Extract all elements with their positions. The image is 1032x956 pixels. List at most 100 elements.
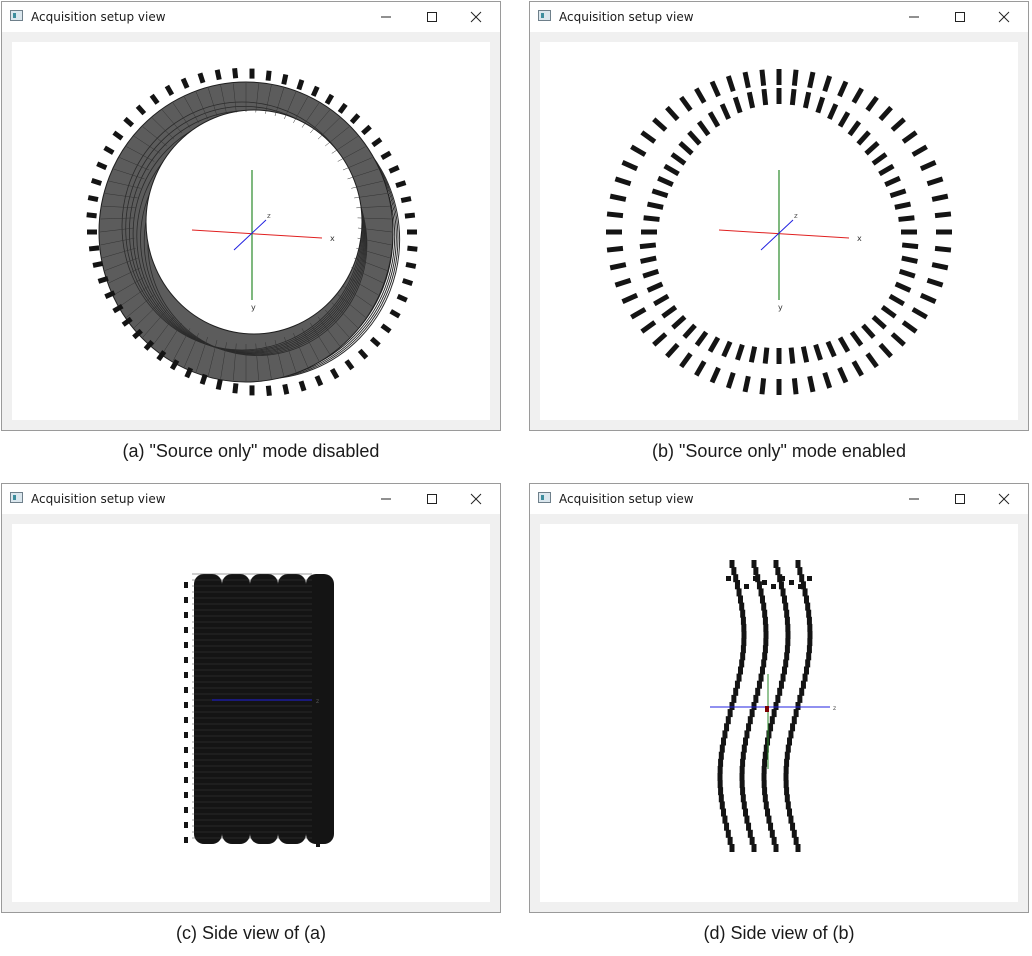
maximize-button[interactable]: [938, 484, 982, 514]
source-marker: [784, 787, 790, 796]
detector-segment-line: [133, 302, 161, 328]
source-marker: [763, 744, 769, 753]
source-marker: [746, 723, 752, 732]
source-marker: [103, 145, 115, 155]
source-marker: [803, 595, 809, 604]
source-marker: [184, 732, 188, 738]
window-b: Acquisition setup view x y z: [529, 1, 1029, 431]
detector-segment-line: [142, 126, 167, 147]
source-marker: [871, 315, 887, 330]
close-button[interactable]: [982, 2, 1026, 32]
source-marker: [732, 96, 743, 114]
minimize-button[interactable]: [364, 484, 408, 514]
close-button[interactable]: [454, 484, 498, 514]
source-marker: [184, 642, 188, 648]
source-marker: [785, 638, 791, 647]
source-marker: [776, 88, 782, 104]
source-marker: [721, 340, 733, 358]
close-icon: [998, 11, 1010, 23]
maximize-button[interactable]: [410, 484, 454, 514]
source-marker: [765, 808, 771, 817]
maximize-icon: [427, 494, 437, 504]
detector-segment-line: [113, 276, 145, 296]
title-bar[interactable]: Acquisition setup view: [530, 484, 1028, 514]
z-axis-label: z: [833, 705, 836, 712]
detector-segment-line: [102, 205, 136, 209]
source-marker: [743, 737, 749, 746]
source-marker: [753, 567, 759, 576]
source-marker: [740, 787, 746, 796]
detector-segment-line: [337, 294, 366, 318]
detector-segment-line: [104, 257, 138, 271]
source-marker: [718, 758, 724, 767]
source-marker: [314, 375, 324, 387]
source-marker: [742, 71, 751, 89]
source-marker: [931, 262, 949, 271]
caption-d: (d) Side view of (b): [703, 923, 855, 943]
title-bar[interactable]: Acquisition setup view: [530, 2, 1028, 32]
viewport-3d[interactable]: z: [540, 524, 1018, 902]
source-marker: [741, 744, 747, 753]
close-button[interactable]: [454, 2, 498, 32]
source-marker: [630, 144, 647, 157]
source-marker: [861, 323, 876, 339]
source-marker: [90, 178, 103, 186]
close-button[interactable]: [982, 484, 1026, 514]
source-marker: [741, 801, 747, 810]
source-marker: [759, 595, 765, 604]
title-bar[interactable]: Acquisition setup view: [2, 484, 500, 514]
source-marker: [761, 88, 769, 106]
source-marker: [803, 666, 809, 675]
source-marker: [329, 368, 340, 380]
minimize-button[interactable]: [364, 2, 408, 32]
source-marker: [753, 694, 759, 703]
source-marker: [316, 706, 320, 712]
source-marker: [894, 201, 912, 210]
source-marker: [199, 373, 208, 385]
detector-slab: [194, 574, 222, 844]
source-marker: [783, 659, 789, 668]
source-marker: [741, 638, 747, 647]
source-marker: [316, 841, 320, 847]
source-marker: [726, 576, 731, 581]
maximize-button[interactable]: [938, 2, 982, 32]
source-marker: [771, 584, 776, 589]
detector-segment-line: [347, 168, 379, 180]
minimize-button[interactable]: [892, 2, 936, 32]
source-marker: [799, 574, 805, 583]
detector-segment-line: [151, 316, 175, 347]
source-marker: [747, 829, 753, 838]
source-marker: [878, 342, 893, 359]
source-marker: [630, 307, 647, 320]
viewport-3d[interactable]: x y z: [12, 42, 490, 420]
title-bar[interactable]: Acquisition setup view: [2, 2, 500, 32]
source-marker: [822, 371, 833, 389]
y-axis-label: y: [251, 303, 256, 312]
source-marker: [793, 836, 799, 845]
source-marker: [739, 659, 745, 668]
detector-slab: [278, 574, 306, 844]
detector-segment-line: [274, 339, 285, 376]
source-marker: [609, 262, 627, 271]
viewport-3d[interactable]: x y z: [540, 42, 1018, 420]
minimize-button[interactable]: [892, 484, 936, 514]
source-marker: [724, 723, 730, 732]
source-marker: [184, 837, 188, 843]
caption-c: (c) Side view of (a): [175, 923, 327, 943]
source-marker: [777, 574, 783, 583]
source-marker: [87, 195, 99, 203]
source-marker: [337, 102, 348, 114]
detector-segment-line: [126, 146, 155, 162]
source-marker: [743, 808, 749, 817]
source-marker: [762, 347, 770, 364]
source-marker: [762, 652, 768, 661]
source-marker: [768, 822, 774, 831]
source-marker: [184, 582, 188, 588]
source-marker: [781, 666, 787, 675]
viewport-3d[interactable]: z: [12, 524, 490, 902]
maximize-icon: [955, 12, 965, 22]
source-marker: [661, 305, 678, 319]
source-marker: [184, 822, 188, 828]
maximize-button[interactable]: [410, 2, 454, 32]
source-marker: [92, 260, 104, 268]
